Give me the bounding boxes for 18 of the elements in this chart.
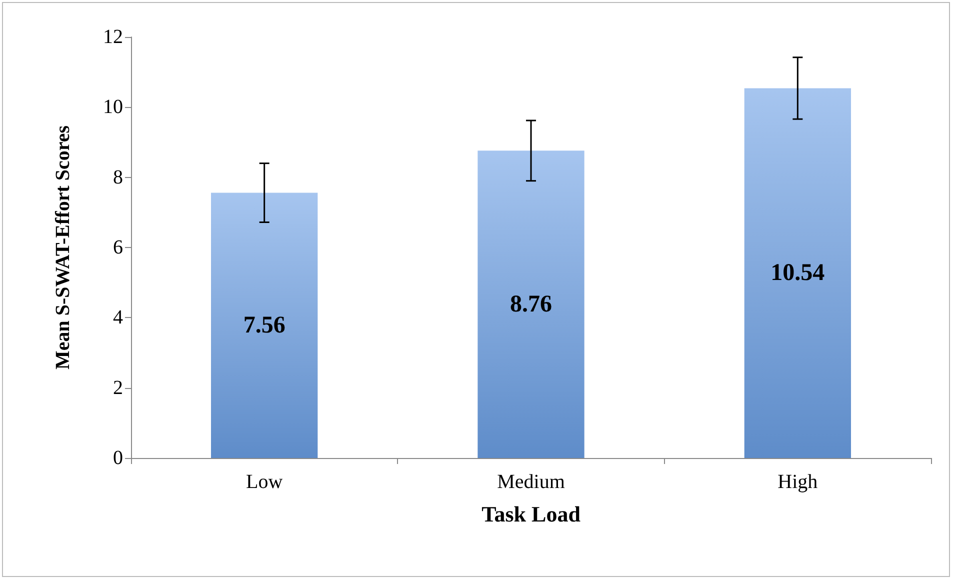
x-tick-label: Low [246, 471, 284, 493]
bar [478, 150, 584, 458]
x-axis-title: Task Load [482, 502, 580, 526]
bar [211, 192, 318, 458]
y-tick-label: 12 [103, 26, 123, 48]
y-tick-label: 10 [103, 96, 123, 118]
bar [744, 88, 851, 458]
y-tick-label: 2 [113, 376, 123, 399]
x-tick-label: Medium [497, 471, 566, 493]
x-tick-label: High [778, 471, 818, 493]
y-tick-label: 8 [113, 166, 123, 188]
data-label: 7.56 [243, 312, 286, 338]
y-axis-title: Mean S-SWAT-Effort Scores [52, 125, 74, 370]
y-tick-label: 0 [113, 447, 123, 469]
data-label: 10.54 [770, 260, 825, 286]
y-tick-label: 4 [113, 306, 123, 329]
y-tick-label: 6 [113, 236, 123, 258]
data-label: 8.76 [510, 291, 552, 318]
